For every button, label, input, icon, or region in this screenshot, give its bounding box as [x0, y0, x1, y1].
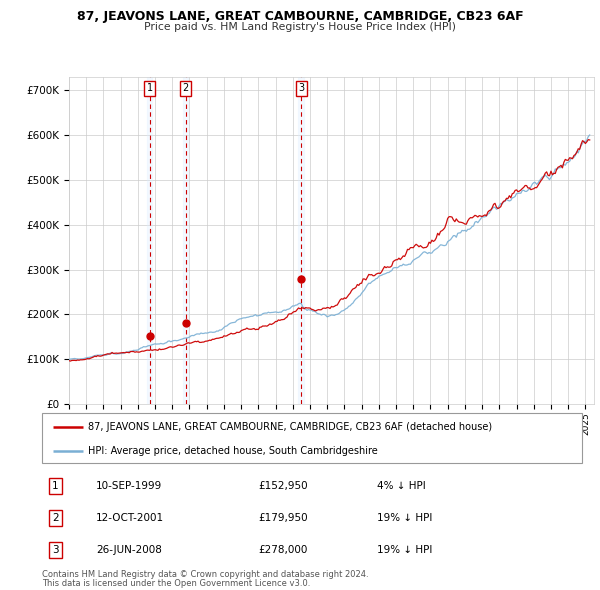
Text: £278,000: £278,000: [258, 545, 307, 555]
Text: 87, JEAVONS LANE, GREAT CAMBOURNE, CAMBRIDGE, CB23 6AF (detached house): 87, JEAVONS LANE, GREAT CAMBOURNE, CAMBR…: [88, 422, 492, 432]
Text: 4% ↓ HPI: 4% ↓ HPI: [377, 481, 425, 491]
Text: 1: 1: [52, 481, 59, 491]
Text: £152,950: £152,950: [258, 481, 308, 491]
Text: Contains HM Land Registry data © Crown copyright and database right 2024.: Contains HM Land Registry data © Crown c…: [42, 570, 368, 579]
Text: 19% ↓ HPI: 19% ↓ HPI: [377, 513, 432, 523]
Text: 2: 2: [52, 513, 59, 523]
Text: 10-SEP-1999: 10-SEP-1999: [96, 481, 162, 491]
Text: Price paid vs. HM Land Registry's House Price Index (HPI): Price paid vs. HM Land Registry's House …: [144, 22, 456, 32]
Text: 12-OCT-2001: 12-OCT-2001: [96, 513, 164, 523]
FancyBboxPatch shape: [42, 413, 582, 463]
Text: 26-JUN-2008: 26-JUN-2008: [96, 545, 162, 555]
Text: 19% ↓ HPI: 19% ↓ HPI: [377, 545, 432, 555]
Text: 3: 3: [52, 545, 59, 555]
Text: £179,950: £179,950: [258, 513, 308, 523]
Text: 3: 3: [298, 83, 304, 93]
Bar: [298, 77, 304, 404]
Bar: [148, 77, 152, 404]
Bar: [183, 77, 188, 404]
Text: 87, JEAVONS LANE, GREAT CAMBOURNE, CAMBRIDGE, CB23 6AF: 87, JEAVONS LANE, GREAT CAMBOURNE, CAMBR…: [77, 10, 523, 23]
Text: 1: 1: [147, 83, 153, 93]
Text: This data is licensed under the Open Government Licence v3.0.: This data is licensed under the Open Gov…: [42, 579, 310, 588]
Text: HPI: Average price, detached house, South Cambridgeshire: HPI: Average price, detached house, Sout…: [88, 445, 377, 455]
Text: 2: 2: [182, 83, 189, 93]
